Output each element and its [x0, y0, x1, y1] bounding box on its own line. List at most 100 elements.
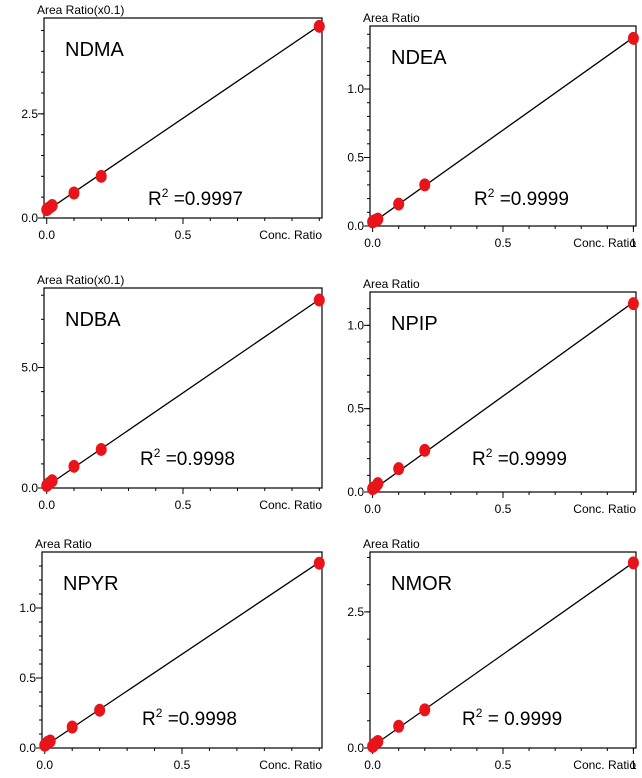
- x-tick-label: 0.0: [364, 502, 381, 516]
- chart-panel-npyr: Area Ratio Conc. Ratio 0.0 0.5 0.0 0.5 1.0 NPYR…: [19, 537, 325, 772]
- x-tick-label: 0.5: [495, 236, 512, 250]
- data-point: [627, 31, 639, 45]
- y-tick-label: 0.0: [21, 211, 38, 225]
- data-point: [419, 703, 431, 717]
- x-tick-label: 0.5: [495, 502, 512, 516]
- x-tick-label: 0.0: [364, 758, 381, 772]
- x-tick-label: 0.5: [175, 498, 192, 512]
- data-point: [95, 169, 107, 183]
- y-tick-label: 1.0: [347, 318, 364, 332]
- x-tick-label: 1: [630, 236, 637, 250]
- r-squared-symbol: R: [472, 449, 486, 470]
- r-squared-label: R2 =0.9999: [474, 186, 569, 210]
- x-axis-label: Conc. Ratio: [573, 236, 636, 250]
- r-squared-symbol: R: [148, 189, 162, 210]
- r-squared-value: =0.9998: [162, 709, 237, 730]
- r-squared-exponent: 2: [156, 706, 163, 720]
- data-point: [66, 720, 78, 734]
- x-tick-label: 0.0: [38, 228, 55, 242]
- y-tick-label: 0.0: [347, 485, 364, 499]
- x-axis-label: Conc. Ratio: [573, 758, 636, 772]
- x-tick-label: 1: [630, 758, 637, 772]
- x-tick-label: 0.5: [175, 228, 192, 242]
- x-tick-label: 0.5: [174, 758, 191, 772]
- data-point: [393, 462, 405, 476]
- y-tick-label: 0.5: [19, 671, 36, 685]
- r-squared-exponent: 2: [488, 186, 495, 200]
- data-point: [419, 178, 431, 192]
- r-squared-label: R2 =0.9997: [148, 186, 243, 210]
- chart-panel-ndba: Area Ratio(x0.1) Conc. Ratio 0.0 0.5 0.0 5.0 N…: [21, 273, 325, 512]
- x-tick-label: 0.5: [495, 758, 512, 772]
- r-squared-symbol: R: [142, 709, 156, 730]
- x-axis-label: Conc. Ratio: [259, 228, 322, 242]
- data-point: [419, 443, 431, 457]
- y-tick-label: 0.0: [347, 741, 364, 755]
- data-point: [313, 293, 325, 307]
- r-squared-label: R2 =0.9999: [472, 446, 567, 470]
- fit-line: [369, 35, 637, 226]
- fit-line: [43, 297, 323, 489]
- x-axis-label: Conc. Ratio: [573, 502, 636, 516]
- y-axis-label: Area Ratio(x0.1): [37, 3, 124, 17]
- data-point: [393, 197, 405, 211]
- y-tick-label: 0.0: [21, 481, 38, 495]
- chart-panel-ndma: Area Ratio(x0.1) Conc. Ratio 0.0 0.5 0.0 2.5 N…: [21, 3, 325, 242]
- data-point: [68, 186, 80, 200]
- r-squared-value: = 0.9999: [482, 709, 562, 730]
- r-squared-value: =0.9998: [160, 449, 235, 470]
- r-squared-value: =0.9999: [492, 449, 567, 470]
- data-point: [44, 734, 56, 748]
- y-tick-label: 5.0: [21, 361, 38, 375]
- r-squared-label: R2 =0.9998: [142, 706, 237, 730]
- data-point: [313, 556, 325, 570]
- data-point: [627, 297, 639, 311]
- data-point: [627, 556, 639, 570]
- data-point: [372, 734, 384, 748]
- data-point: [372, 477, 384, 491]
- x-tick-label: 0.0: [36, 758, 53, 772]
- fit-line: [41, 559, 323, 749]
- r-squared-value: =0.9997: [168, 189, 243, 210]
- y-tick-label: 0.5: [347, 151, 364, 165]
- y-tick-label: 0.0: [19, 741, 36, 755]
- data-point: [46, 474, 58, 488]
- x-axis-label: Conc. Ratio: [259, 498, 322, 512]
- fit-line: [369, 299, 637, 493]
- y-axis-label: Area Ratio: [363, 277, 420, 291]
- r-squared-exponent: 2: [486, 446, 493, 460]
- r-squared-symbol: R: [474, 189, 488, 210]
- fit-line: [43, 23, 323, 214]
- r-squared-exponent: 2: [154, 446, 161, 460]
- y-axis-label: Area Ratio: [35, 537, 92, 551]
- data-point: [68, 459, 80, 473]
- chart-panel-npip: Area Ratio Conc. Ratio 0.0 0.5 0.0 0.5 1.0 NPIP…: [347, 277, 639, 516]
- x-axis-label: Conc. Ratio: [259, 758, 322, 772]
- x-tick-label: 0.0: [38, 498, 55, 512]
- data-point: [372, 212, 384, 226]
- x-tick-label: 0.0: [364, 236, 381, 250]
- data-point: [393, 719, 405, 733]
- r-squared-exponent: 2: [162, 186, 169, 200]
- r-squared-label: R2 =0.9998: [140, 446, 235, 470]
- y-tick-label: 2.5: [21, 107, 38, 121]
- data-point: [46, 199, 58, 212]
- y-axis-label: Area Ratio: [363, 537, 420, 551]
- y-axis-label: Area Ratio: [363, 11, 420, 25]
- r-squared-label: R2 = 0.9999: [462, 706, 562, 730]
- r-squared-symbol: R: [140, 449, 154, 470]
- data-point: [95, 442, 107, 456]
- y-tick-label: 0.0: [347, 219, 364, 233]
- r-squared-value: =0.9999: [494, 189, 569, 210]
- fit-line: [369, 560, 637, 749]
- compound-title: NDMA: [65, 39, 125, 61]
- y-tick-label: 1.0: [19, 601, 36, 615]
- compound-title: NPIP: [391, 313, 438, 335]
- r-squared-exponent: 2: [476, 706, 483, 720]
- chart-panel-nmor: Area Ratio Conc. Ratio 0.0 0.5 1 0.0 2.5 NMOR R2…: [347, 537, 639, 772]
- data-point: [313, 19, 325, 33]
- y-axis-label: Area Ratio(x0.1): [37, 273, 124, 287]
- compound-title: NDBA: [65, 309, 121, 331]
- chart-panel-ndea: Area Ratio Conc. Ratio 0.0 0.5 1 0.0 0.5 1.0 NDE…: [347, 11, 639, 250]
